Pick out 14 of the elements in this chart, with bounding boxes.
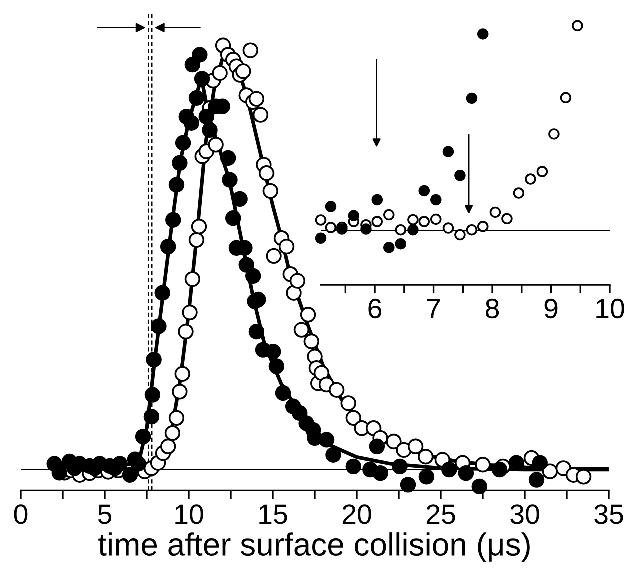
x-tick-label: 6 xyxy=(368,298,382,319)
x-tick-label: 30 xyxy=(510,504,540,524)
x-tick-label: 35 xyxy=(594,504,624,524)
x-tick-label: 10 xyxy=(176,504,204,524)
x-tick-label: 15 xyxy=(260,504,288,524)
x-tick-label: 8 xyxy=(486,298,500,319)
x-tick-label: 9 xyxy=(544,298,558,319)
x-tick-label: 10 xyxy=(596,298,624,319)
x-tick-label: 20 xyxy=(342,504,372,524)
x-tick-label: 0 xyxy=(14,504,28,524)
x-tick-label: 7 xyxy=(427,299,440,318)
x-tick-label: 25 xyxy=(426,504,456,524)
x-axis-title: time after surface collision (μs) xyxy=(98,532,530,562)
x-tick-label: 5 xyxy=(98,504,112,524)
